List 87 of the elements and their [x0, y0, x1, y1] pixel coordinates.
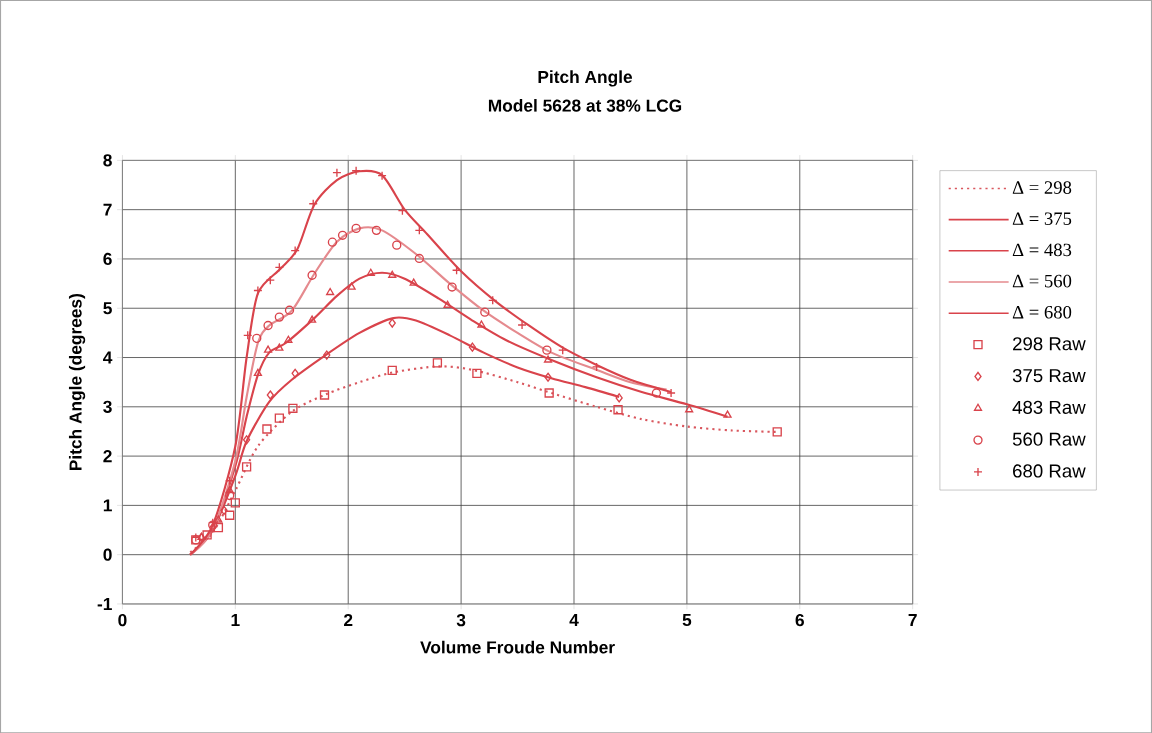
x-tick-label: 3: [456, 613, 466, 627]
point: [388, 270, 397, 278]
point: [468, 342, 477, 352]
point: [242, 434, 251, 445]
y-tick-label: 0: [103, 548, 112, 561]
y-tick-label: 4: [103, 351, 113, 364]
x-tick-label: 0: [118, 613, 127, 627]
legend-label: 298 Raw: [1013, 336, 1086, 351]
point: [225, 510, 235, 520]
point: [288, 403, 298, 413]
point: [544, 388, 554, 398]
point: [326, 287, 335, 295]
point: [327, 237, 338, 247]
x-tick-label: 2: [344, 613, 353, 626]
point: [262, 424, 272, 434]
point: [351, 223, 361, 233]
point: [291, 368, 299, 378]
legend-label: Δ = 375: [1012, 212, 1072, 225]
point: [371, 225, 382, 235]
point: [266, 390, 274, 400]
point: [392, 240, 402, 250]
point: [284, 305, 295, 315]
point: [544, 372, 552, 382]
y-tick-label: 7: [103, 203, 112, 216]
point: [214, 515, 223, 523]
point: [366, 268, 375, 276]
point: [472, 368, 482, 378]
point: [685, 404, 694, 413]
point: [307, 270, 317, 280]
point: [613, 404, 623, 415]
point: [274, 413, 285, 423]
legend-label: Δ = 298: [1012, 181, 1072, 194]
point: [220, 505, 228, 515]
legend-label: Δ = 560: [1012, 274, 1072, 288]
legend-label: 483 Raw: [1012, 400, 1086, 414]
point: [213, 522, 224, 533]
point: [319, 390, 330, 400]
point: [447, 282, 457, 292]
point: [387, 365, 397, 375]
point: [241, 462, 252, 472]
point: [414, 253, 424, 263]
point: [275, 343, 284, 351]
point: [337, 230, 348, 240]
x-tick-label: 4: [569, 613, 579, 626]
point: [651, 388, 662, 398]
legend-label: Δ = 483: [1012, 243, 1072, 257]
point: [284, 335, 293, 343]
point: [323, 350, 331, 360]
x-tick-label: 5: [682, 613, 692, 626]
x-axis-title: Volume Froude Number: [420, 640, 615, 654]
point: [230, 498, 240, 508]
y-tick-label: 1: [103, 499, 112, 512]
point: [253, 368, 263, 376]
point: [252, 333, 262, 343]
legend-label: 375 Raw: [1012, 368, 1086, 382]
point: [202, 530, 212, 540]
point: [409, 278, 418, 286]
point: [274, 312, 285, 322]
point: [772, 427, 782, 437]
x-tick-label: 1: [231, 613, 240, 626]
line-series: [189, 365, 779, 554]
y-tick-label: -1: [97, 597, 112, 610]
point: [388, 318, 396, 328]
point: [443, 300, 452, 308]
point: [477, 320, 486, 328]
legend-label: Δ = 680: [1012, 305, 1072, 319]
point: [543, 355, 553, 363]
y-tick-label: 8: [103, 154, 112, 167]
point: [263, 345, 273, 353]
y-tick-label: 6: [103, 252, 112, 265]
point: [542, 345, 552, 355]
x-tick-label: 7: [908, 613, 917, 626]
legend-label: 560 Raw: [1012, 432, 1086, 446]
chart-title: Pitch Angle: [538, 70, 633, 87]
point: [263, 320, 273, 330]
y-tick-label: 3: [103, 400, 112, 413]
point: [432, 358, 443, 368]
y-tick-label: 5: [103, 302, 112, 315]
x-tick-label: 6: [795, 613, 804, 627]
point: [480, 307, 490, 317]
point: [723, 410, 732, 418]
y-axis-title: Pitch Angle (degrees): [68, 293, 86, 470]
point: [307, 315, 317, 323]
y-tick-label: 2: [103, 449, 112, 462]
chart-subtitle: Model 5628 at 38% LCG: [488, 98, 682, 112]
legend-label: 680 Raw: [1013, 464, 1086, 478]
point: [347, 282, 356, 290]
